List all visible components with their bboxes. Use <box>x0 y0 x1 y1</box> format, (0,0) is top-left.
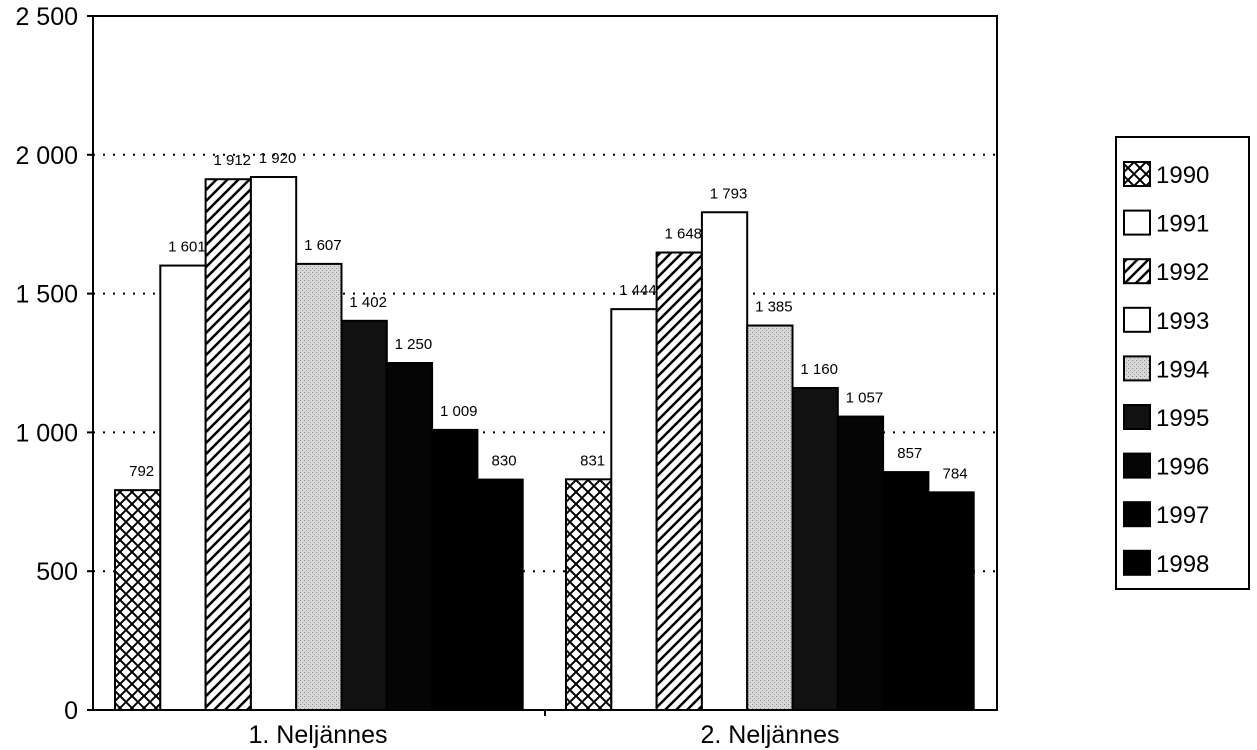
data-label: 1 402 <box>349 294 387 311</box>
legend-label: 1997 <box>1156 502 1209 529</box>
y-tick-label: 0 <box>64 697 78 725</box>
legend-label: 1995 <box>1156 405 1209 432</box>
y-axis-ticks: 0 500 1 000 1 500 2 000 2 500 <box>15 3 93 725</box>
bar <box>836 415 885 711</box>
data-label: 1 009 <box>440 403 478 420</box>
legend-label: 1998 <box>1156 551 1209 578</box>
legend-swatch <box>1123 501 1151 528</box>
y-tick-label: 1 000 <box>15 419 78 447</box>
y-tick-label: 1 500 <box>15 281 78 309</box>
legend-swatch <box>1123 404 1151 430</box>
legend: 1990 1991 1992 1993 1994 1995 1996 1997 1998 <box>1115 136 1250 590</box>
legend-label: 1994 <box>1156 356 1209 383</box>
data-label: 1 250 <box>395 336 433 353</box>
bar <box>476 478 524 712</box>
legend-label: 1993 <box>1156 308 1209 335</box>
legend-label: 1996 <box>1156 454 1209 481</box>
bar <box>385 362 434 711</box>
legend-swatch <box>1123 452 1151 479</box>
legend-label: 1991 <box>1156 211 1209 238</box>
legend-swatch <box>1123 355 1151 382</box>
data-label: 1 444 <box>619 282 657 299</box>
x-tick-label: 2. Neljännes <box>701 721 840 749</box>
data-label: 1 601 <box>168 239 206 256</box>
bar <box>295 262 343 711</box>
data-labels: 792 1 601 1 912 1 920 1 607 1 402 1 250 1 009 83… <box>129 150 967 482</box>
bar <box>882 471 930 711</box>
bar <box>114 489 162 712</box>
x-axis-labels: 1. Neljännes 2. Neljännes <box>249 710 840 749</box>
legend-swatch <box>1123 306 1151 333</box>
data-label: 1 920 <box>259 150 297 167</box>
bar <box>791 386 839 711</box>
legend-swatch <box>1123 161 1151 187</box>
legend-swatch <box>1123 549 1151 576</box>
data-label: 1 160 <box>800 361 838 378</box>
data-label: 1 607 <box>304 237 342 254</box>
legend-label: 1990 <box>1156 162 1209 189</box>
data-label: 792 <box>129 463 154 480</box>
data-label: 1 793 <box>710 185 748 202</box>
data-label: 1 912 <box>213 152 251 169</box>
data-label: 857 <box>897 445 922 462</box>
x-tick-label: 1. Neljännes <box>249 721 388 749</box>
legend-swatch <box>1123 209 1151 236</box>
bar <box>655 251 703 711</box>
bar <box>159 264 207 711</box>
bar <box>565 478 613 711</box>
bar <box>700 211 749 711</box>
bar <box>431 428 479 711</box>
bar <box>340 319 388 711</box>
data-label: 831 <box>580 452 605 469</box>
bars <box>114 176 975 712</box>
y-tick-label: 2 000 <box>15 142 78 170</box>
legend-label: 1992 <box>1156 259 1209 286</box>
y-tick-label: 2 500 <box>15 3 78 31</box>
y-tick-label: 500 <box>36 558 78 586</box>
data-label: 1 057 <box>846 390 884 407</box>
bar <box>204 178 252 711</box>
data-label: 784 <box>943 465 968 482</box>
bar <box>610 308 658 711</box>
data-label: 1 385 <box>755 299 793 316</box>
data-label: 1 648 <box>664 226 702 243</box>
bar <box>746 324 794 711</box>
bar <box>249 176 298 711</box>
legend-swatch <box>1123 258 1151 285</box>
bar <box>927 491 975 711</box>
data-label: 830 <box>492 453 517 470</box>
